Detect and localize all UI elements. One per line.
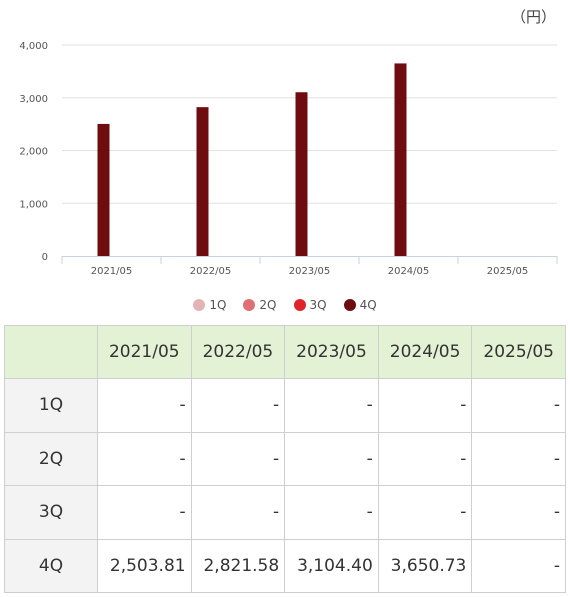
data-table: 2021/05 2022/05 2023/05 2024/05 2025/05 …: [4, 325, 566, 593]
legend-label: 1Q: [209, 298, 227, 312]
bar: [97, 123, 110, 257]
y-tick-label: 1,000: [19, 199, 48, 210]
y-tick-label: 4,000: [19, 41, 48, 52]
x-tick-label: 2021/05: [91, 266, 133, 277]
table-cell: -: [377, 378, 473, 433]
table-cell: -: [190, 485, 286, 540]
legend-marker: [343, 299, 356, 311]
table-cell: -: [190, 378, 286, 433]
table-cell: -: [97, 485, 192, 540]
table-cell: -: [471, 485, 566, 540]
table-cell: -: [471, 378, 566, 433]
y-tick-label: 3,000: [19, 94, 48, 105]
bar: [295, 92, 308, 257]
column-header: 2021/05: [97, 325, 192, 379]
table-cell: -: [377, 485, 473, 540]
bar: [196, 107, 209, 256]
table-row: 1Q - - - - -: [4, 378, 566, 433]
table-cell: -: [471, 431, 566, 486]
legend-label: 3Q: [309, 298, 327, 312]
table-corner-cell: [4, 325, 98, 379]
table-cell: 2,503.81: [97, 538, 192, 593]
y-tick-label: 2,000: [19, 147, 48, 158]
x-tick-label: 2023/05: [289, 266, 331, 277]
y-tick-label: 0: [42, 252, 48, 263]
table-row: 4Q 2,503.81 2,821.58 3,104.40 3,650.73 -: [4, 538, 566, 593]
legend-item[interactable]: 4Q: [343, 296, 377, 314]
x-tick-label: 2025/05: [487, 266, 529, 277]
row-label: 1Q: [4, 378, 98, 433]
x-tick-label: 2024/05: [388, 266, 430, 277]
legend-item[interactable]: 3Q: [293, 296, 327, 314]
table-header-row: 2021/05 2022/05 2023/05 2024/05 2025/05: [4, 325, 566, 379]
table-row: 3Q - - - - -: [4, 485, 566, 540]
table-row: 2Q - - - - -: [4, 431, 566, 486]
legend-label: 4Q: [359, 298, 377, 312]
legend-marker: [293, 299, 306, 311]
column-header: 2023/05: [284, 325, 379, 379]
table-cell: 2,821.58: [190, 538, 286, 593]
column-header: 2022/05: [190, 325, 286, 379]
row-label: 2Q: [4, 431, 98, 486]
chart-canvas: 0 1,000 2,000 3,000 4,000 2021/05 2022/05 2023/…: [19, 41, 558, 277]
table-cell: -: [97, 431, 192, 486]
legend-label: 2Q: [259, 298, 277, 312]
eps-chart: 0 1,000 2,000 3,000 4,000 2021/05 2022/05 2023/…: [0, 8, 570, 314]
row-label: 3Q: [4, 485, 98, 540]
table-cell: 3,104.40: [284, 538, 379, 593]
table-cell: 3,650.73: [377, 538, 473, 593]
table-cell: -: [190, 431, 286, 486]
table-cell: -: [471, 538, 566, 593]
unit-label: （円）: [510, 8, 556, 26]
legend-item[interactable]: 1Q: [193, 296, 226, 314]
legend-marker: [243, 299, 256, 311]
table-cell: -: [97, 378, 192, 433]
table-cell: -: [284, 431, 379, 486]
column-header: 2024/05: [377, 325, 473, 379]
legend-marker: [193, 299, 206, 311]
bar: [394, 63, 407, 256]
table-cell: -: [284, 378, 379, 433]
table-cell: -: [284, 485, 379, 540]
column-header: 2025/05: [471, 325, 566, 379]
table-cell: -: [377, 431, 473, 486]
x-tick-label: 2022/05: [190, 266, 232, 277]
row-label: 4Q: [4, 538, 98, 593]
chart-legend: 1Q 2Q 3Q 4Q: [0, 296, 570, 314]
legend-item[interactable]: 2Q: [243, 296, 277, 314]
